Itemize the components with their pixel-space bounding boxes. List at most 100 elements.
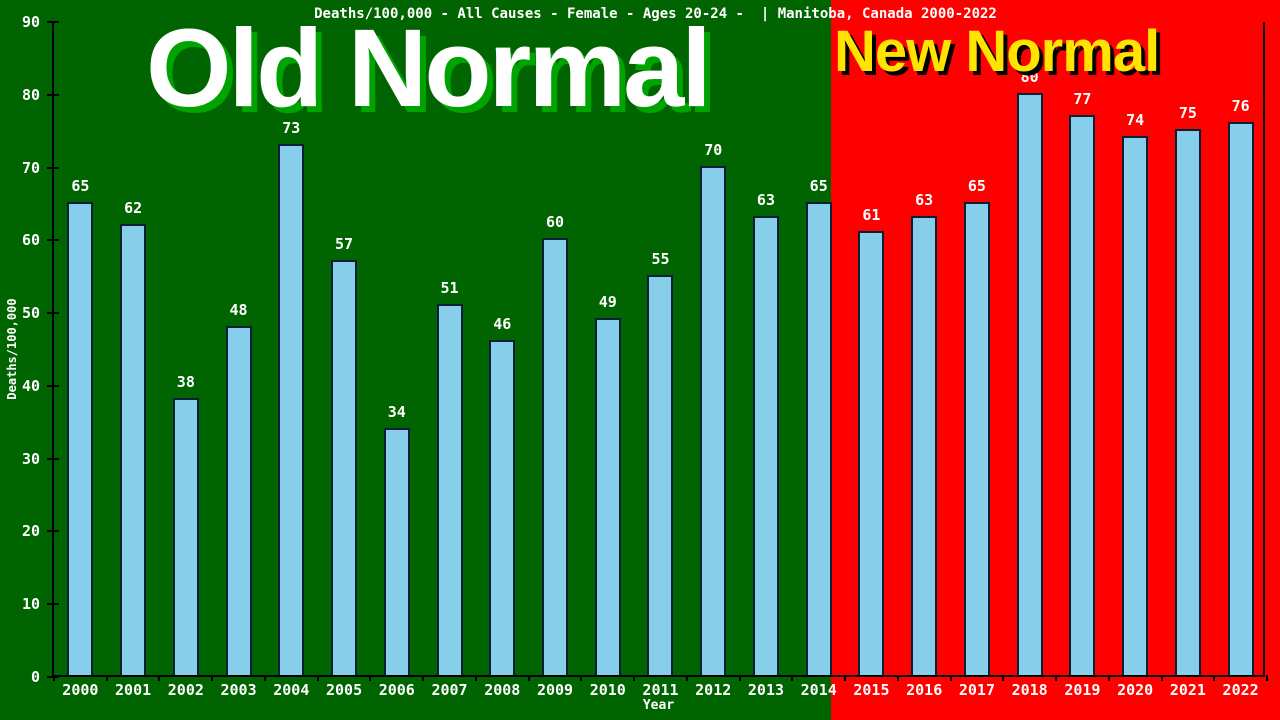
x-tick-mark: [896, 675, 899, 681]
bar-slot-2017: 65 2017: [951, 22, 1004, 699]
x-tick-label: 2013: [747, 681, 785, 699]
old-normal-headline: Old Normal: [146, 7, 712, 130]
x-tick-label: 2001: [115, 681, 152, 699]
bar-value-label: 70: [704, 141, 723, 159]
bar-value-label: 65: [809, 177, 828, 195]
bar-value-label: 73: [282, 119, 301, 137]
x-tick-mark: [263, 675, 266, 681]
y-tick-mark: [47, 21, 59, 23]
bar-slot-2003: 48 2003: [212, 22, 265, 699]
x-tick-label: 2006: [378, 681, 415, 699]
bar-slot-2002: 38 2002: [159, 22, 212, 699]
x-tick-label: 2015: [853, 681, 890, 699]
bar-value-label: 63: [915, 191, 934, 209]
bar-value-label: 38: [176, 373, 195, 391]
x-tick-label: 2002: [167, 681, 204, 699]
bar-value-label: 76: [1231, 97, 1250, 115]
x-tick-label: 2012: [695, 681, 732, 699]
chart-title: Deaths/100,000 - All Causes - Female - A…: [314, 6, 997, 22]
bar-value-label: 77: [1073, 90, 1092, 108]
bar: [594, 318, 621, 675]
x-tick-mark: [844, 675, 847, 681]
bar: [858, 231, 885, 675]
bar: [1227, 122, 1254, 675]
y-tick-label: 20: [21, 522, 40, 541]
bar-value-label: 65: [967, 177, 986, 195]
bar: [172, 398, 199, 675]
y-tick-mark: [47, 457, 59, 460]
x-tick-mark: [422, 675, 425, 681]
x-tick-mark: [1160, 675, 1163, 681]
bar: [67, 202, 94, 675]
bar-value-label: 48: [229, 301, 248, 319]
bar-slot-2004: 73 2004: [265, 22, 318, 699]
bar: [225, 326, 252, 675]
y-tick-mark: [47, 676, 59, 678]
bar-slot-2015: 61 2015: [845, 22, 898, 699]
y-tick-label: 80: [21, 85, 40, 104]
y-axis-title: Deaths/100,000: [5, 297, 19, 400]
bar-value-label: 57: [335, 235, 354, 253]
new-normal-headline: New Normal: [834, 19, 1160, 84]
bar-slot-2010: 49 2010: [581, 22, 634, 699]
bar-slot-2021: 75 2021: [1162, 22, 1215, 699]
bar-value-label: 63: [756, 191, 775, 209]
y-tick-mark: [47, 166, 59, 169]
x-tick-mark: [211, 675, 214, 681]
bar: [331, 260, 358, 675]
bar-value-label: 46: [493, 315, 512, 333]
x-tick-label: 2018: [1011, 681, 1048, 699]
bar: [542, 238, 568, 675]
bar-slot-2000: 65 2000: [54, 22, 107, 699]
y-tick-label: 90: [21, 13, 40, 31]
bar: [1016, 93, 1043, 675]
bar: [1122, 136, 1149, 675]
bar: [700, 166, 727, 675]
x-tick-mark: [474, 675, 477, 681]
bar-slot-2022: 76 2022: [1214, 22, 1267, 699]
y-tick-mark: [47, 93, 59, 96]
y-tick-label: 0: [30, 668, 40, 686]
x-tick-label: 2009: [536, 681, 574, 699]
x-tick-mark: [738, 675, 741, 681]
y-tick-label: 60: [21, 231, 40, 250]
x-tick-label: 2021: [1169, 681, 1206, 699]
bar-slot-2008: 46 2008: [476, 22, 529, 699]
y-tick-label: 30: [21, 449, 40, 468]
x-tick-mark: [633, 675, 636, 681]
bar: [647, 275, 674, 675]
x-axis-title: Year: [642, 698, 675, 713]
bar: [436, 304, 463, 675]
bar-slot-2019: 77 2019: [1056, 22, 1109, 699]
y-tick-label: 70: [21, 158, 40, 177]
x-tick-label: 2016: [906, 681, 943, 699]
bar-slot-2020: 74 2020: [1109, 22, 1162, 699]
x-tick-mark: [369, 675, 372, 681]
x-tick-mark: [1055, 675, 1058, 681]
x-tick-mark: [158, 675, 161, 681]
x-tick-mark: [527, 675, 530, 681]
x-tick-mark: [1266, 675, 1268, 681]
bar-slot-2016: 63 2016: [898, 22, 951, 699]
x-tick-mark: [580, 675, 583, 681]
bar-value-label: 51: [440, 279, 459, 297]
bar: [1174, 129, 1201, 675]
bar-value-label: 34: [387, 403, 406, 421]
x-tick-mark: [105, 675, 108, 681]
bar-slot-2018: 80 2018: [1003, 22, 1056, 699]
bar-value-label: 49: [598, 293, 617, 311]
bar-slot-2005: 57 2005: [318, 22, 371, 699]
bar-slot-2001: 62 2001: [107, 22, 160, 699]
y-tick-mark: [47, 603, 59, 606]
x-tick-label: 2017: [958, 681, 995, 699]
bar-slot-2013: 63 2013: [740, 22, 793, 699]
x-tick-mark: [1213, 675, 1216, 681]
x-tick-label: 2007: [431, 681, 468, 699]
x-tick-label: 2011: [642, 681, 679, 699]
bar: [752, 216, 779, 675]
x-tick-mark: [1107, 675, 1110, 681]
y-tick-mark: [47, 239, 59, 242]
y-tick-label: 50: [21, 304, 40, 323]
x-tick-mark: [685, 675, 688, 681]
x-tick-label: 2010: [589, 681, 626, 699]
